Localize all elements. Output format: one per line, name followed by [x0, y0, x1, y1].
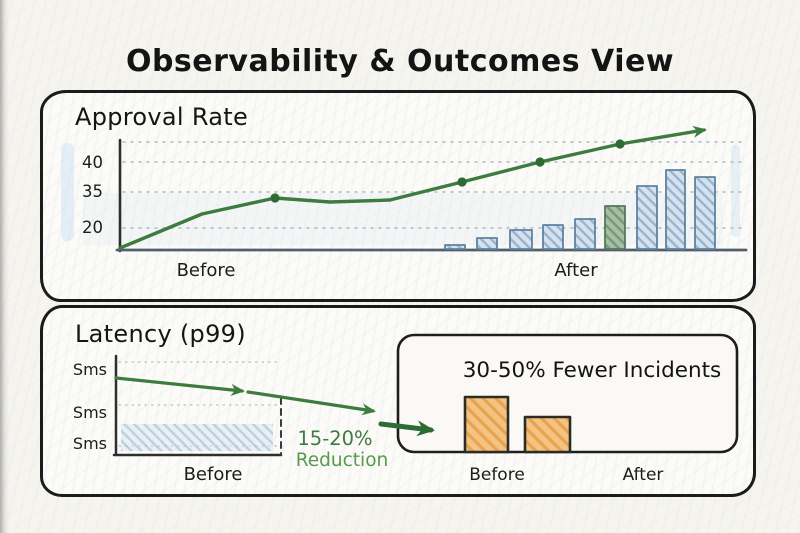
bar — [665, 169, 686, 250]
inset-label-before: Before — [469, 465, 525, 485]
latency-chart: Sms Sms Sms 15-20%Reduction Before 30-50% Few… — [73, 333, 739, 485]
pencil-wash — [83, 193, 723, 245]
pencil-streak — [731, 145, 740, 237]
photo-edge — [0, 0, 9, 533]
bar — [574, 218, 596, 250]
pencil-streak — [61, 143, 74, 241]
latency-trend-line — [246, 390, 376, 416]
approval-panel-title: Approval Rate — [75, 103, 249, 131]
approval-rate-panel: 40 35 20 Before After Approval Rate — [40, 90, 756, 302]
bar — [542, 224, 564, 250]
latency-panel: Sms Sms Sms 15-20% Reduction Before 30-50% Few… — [40, 305, 756, 497]
data-point — [457, 177, 467, 187]
x-label-before: Before — [177, 260, 236, 281]
y-tick-40: 40 — [82, 153, 103, 172]
y-tick-5ms-mid: Sms — [73, 403, 107, 422]
bar — [509, 229, 533, 250]
data-point — [615, 139, 625, 149]
bar — [694, 176, 716, 250]
flow-arrow — [378, 420, 435, 437]
y-tick-20: 20 — [82, 218, 103, 237]
inset-label-after: After — [623, 465, 664, 485]
bar — [476, 237, 498, 250]
data-point — [270, 193, 280, 203]
incidents-bar-before — [463, 395, 510, 454]
bar — [636, 185, 658, 250]
latency-trend-line — [114, 376, 245, 396]
reduction-label: Reduction — [296, 450, 388, 471]
bar-green — [604, 205, 626, 250]
y-tick-35: 35 — [82, 182, 103, 201]
x-label-after: After — [554, 260, 598, 281]
approval-trend-line — [118, 125, 707, 250]
data-point — [535, 157, 545, 167]
x-label-before: Before — [184, 464, 243, 485]
y-tick-5ms-top: Sms — [73, 360, 107, 379]
reduction-percent: 15-20% — [297, 427, 372, 450]
inset-title: 30-50% Fewer Incidents — [463, 358, 722, 383]
page-title: Observability & Outcomes View — [125, 44, 675, 80]
incidents-bar-after — [523, 415, 572, 454]
approval-rate-chart: 40 35 20 Before After — [61, 125, 748, 281]
bar — [444, 244, 466, 250]
y-tick-5ms-bottom: Sms — [73, 434, 107, 453]
pencil-scribble — [121, 424, 273, 451]
latency-panel-title: Latency (p99) — [75, 320, 246, 348]
